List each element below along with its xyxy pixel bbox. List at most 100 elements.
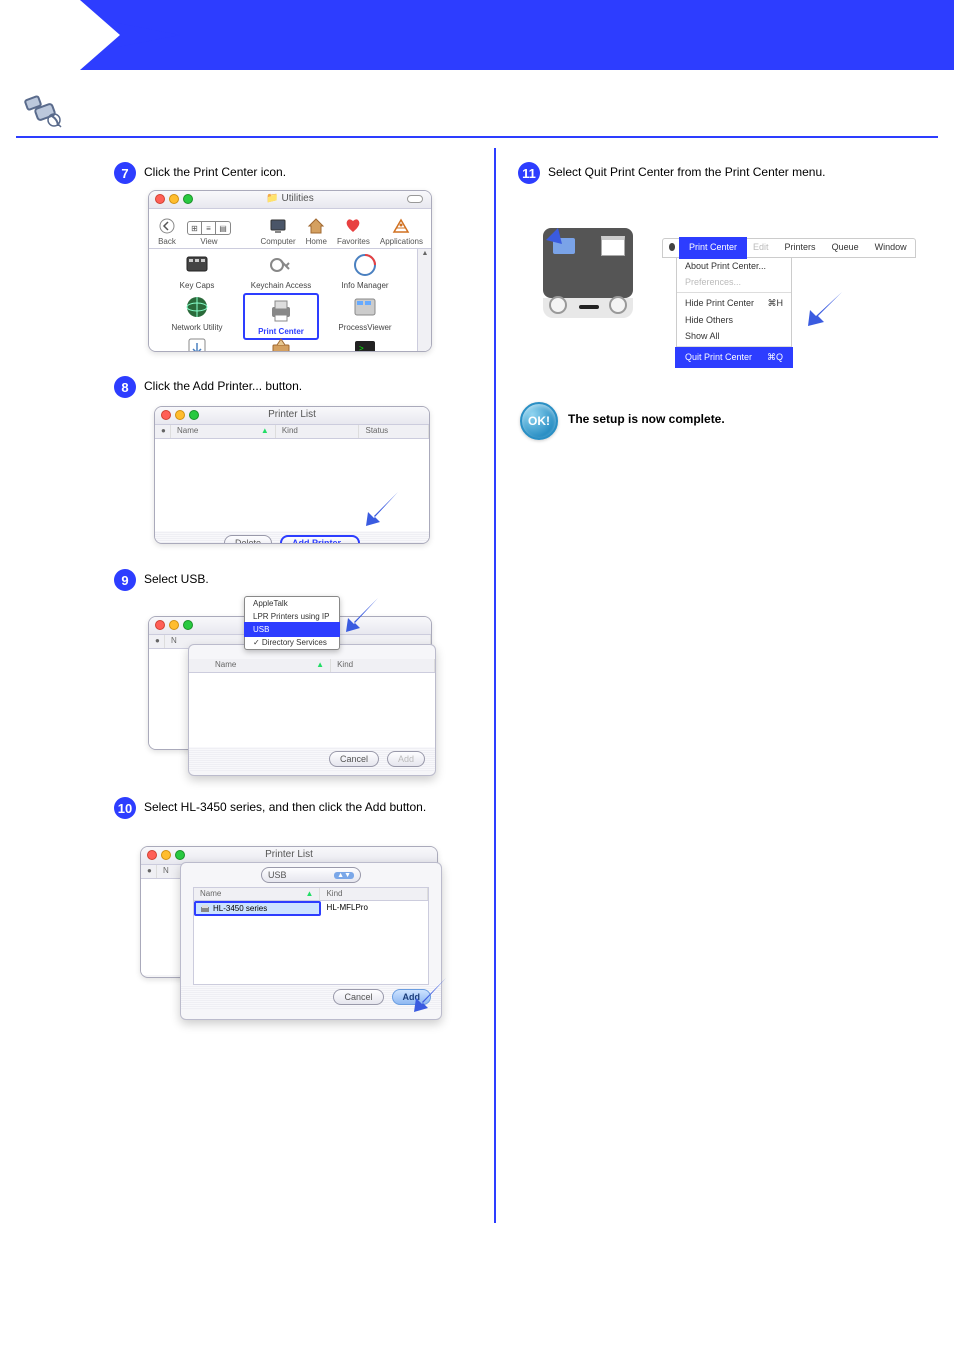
arrow-step11-right: [800, 284, 848, 332]
utilities-scrollbar[interactable]: ▲▼: [417, 249, 431, 352]
usb-popup[interactable]: USB ▲▼: [261, 867, 361, 883]
utilities-titlebar: 📁 Utilities: [149, 191, 431, 209]
step-10-text: Select HL-3450 series, and then click th…: [144, 800, 464, 816]
keycaps-label: Key Caps: [180, 281, 215, 290]
view-label: View: [200, 237, 217, 246]
delete-button[interactable]: Delete: [224, 535, 272, 544]
view-switcher[interactable]: ⊞≡▤ View: [187, 221, 231, 246]
menu-sep1: [677, 292, 791, 293]
about-item[interactable]: About Print Center...: [677, 258, 791, 274]
prefs-item: Preferences...: [677, 274, 791, 290]
step-9-badge: 9: [114, 569, 136, 591]
sheet9-col-name[interactable]: Name ▲: [189, 659, 331, 672]
pl8-titlebar: Printer List: [155, 407, 429, 425]
step-7-number: 7: [121, 166, 128, 181]
dropdown-appletalk[interactable]: AppleTalk: [245, 597, 339, 610]
sheet10-columns: Name ▲ Kind: [193, 887, 429, 901]
pl9-traffic[interactable]: [155, 620, 193, 630]
pl8-title: Printer List: [155, 409, 429, 420]
sheet10-col-name[interactable]: Name ▲: [194, 888, 320, 900]
sheet9-col-kind[interactable]: Kind: [331, 659, 435, 672]
connection-dropdown[interactable]: AppleTalk LPR Printers using IP USB ✓ Di…: [244, 596, 340, 650]
netutil-item[interactable]: Network Utility: [159, 293, 235, 332]
step-8-badge: 8: [114, 376, 136, 398]
hideothers-item[interactable]: Hide Others: [677, 312, 791, 328]
dropdown-dirsvc[interactable]: ✓ Directory Services: [245, 636, 339, 649]
arrow-step8: [360, 486, 404, 530]
arrow-step9: [340, 592, 384, 636]
add-sheet-10: USB ▲▼ Name ▲ Kind HL-3450 series HL-MFL…: [180, 862, 442, 1020]
svg-text:>_: >_: [359, 344, 369, 352]
sheet9-footer: Cancel Add: [189, 747, 435, 771]
favorites-button[interactable]: Favorites: [337, 217, 370, 246]
printer-row[interactable]: HL-3450 series HL-MFLPro: [194, 901, 428, 916]
step-10-badge: 10: [114, 797, 136, 819]
edit-menu[interactable]: Edit: [745, 239, 777, 257]
utilities-body: Key Caps Keychain Access Info Manager Ne…: [149, 249, 431, 352]
favorites-label: Favorites: [337, 237, 370, 246]
sheet9-body: [189, 673, 435, 747]
keychain-label: Keychain Access: [251, 281, 311, 290]
window-menu[interactable]: Window: [867, 239, 915, 257]
printer-name: HL-3450 series: [213, 904, 267, 913]
keychain-item[interactable]: Keychain Access: [243, 251, 319, 290]
step-10-number: 10: [118, 801, 132, 816]
applications-button[interactable]: Applications: [380, 217, 423, 246]
step-7-text: Click the Print Center icon.: [144, 165, 464, 181]
back-label: Back: [158, 237, 176, 246]
step-7-badge: 7: [114, 162, 136, 184]
sheet10-body: HL-3450 series HL-MFLPro: [193, 901, 429, 985]
printers-menu[interactable]: Printers: [777, 239, 824, 257]
stuffit-item[interactable]: Stuffit Expander: [243, 335, 319, 352]
info-label: Info Manager: [341, 281, 388, 290]
pl8-col-kind[interactable]: Kind: [276, 425, 360, 438]
hidepc-item[interactable]: Hide Print Center⌘H: [677, 295, 791, 312]
info-item[interactable]: Info Manager: [327, 251, 403, 290]
cancel-button-10[interactable]: Cancel: [333, 989, 383, 1005]
back-button[interactable]: Back: [157, 217, 177, 246]
arrow-step11-left: [520, 202, 568, 250]
pl10-title: Printer List: [141, 849, 437, 860]
showall-item[interactable]: Show All: [677, 328, 791, 344]
pl8-col-status[interactable]: Status: [359, 425, 429, 438]
ok-label: OK!: [528, 414, 550, 428]
utilities-title: 📁 Utilities: [149, 193, 431, 204]
printcenter-menu-container: Print Center Edit Printers Queue Window …: [662, 238, 916, 367]
terminal-item[interactable]: >_ Terminal: [327, 335, 403, 352]
quit-item[interactable]: Quit Print Center⌘Q: [675, 347, 793, 368]
menubar: Print Center Edit Printers Queue Window: [662, 238, 916, 258]
step-11-badge: 11: [518, 162, 540, 184]
keycaps-item[interactable]: Key Caps: [159, 251, 235, 290]
header-left-white: [0, 0, 80, 70]
pl8-col-name[interactable]: Name ▲: [171, 425, 276, 438]
step-8-text: Click the Add Printer... button.: [144, 379, 464, 395]
sheet10-popup-row: USB ▲▼: [181, 863, 441, 887]
utilities-window: 📁 Utilities Back ⊞≡▤ View Computer Home …: [148, 190, 432, 352]
toolbar-toggle[interactable]: [407, 195, 423, 203]
vertical-divider: [494, 148, 496, 1223]
cancel-button-9[interactable]: Cancel: [329, 751, 379, 767]
pl8-footer: Delete Add Printer...: [155, 531, 429, 544]
procview-label: ProcessViewer: [338, 323, 391, 332]
step-9-text: Select USB.: [144, 572, 464, 588]
printcenter-menu[interactable]: Print Center: [679, 237, 747, 259]
utilities-toolbar: Back ⊞≡▤ View Computer Home Favorites Ap…: [149, 209, 431, 249]
queue-menu[interactable]: Queue: [824, 239, 867, 257]
printcenter-item[interactable]: Print Center: [243, 293, 319, 340]
computer-button[interactable]: Computer: [260, 217, 295, 246]
printcenter-dropdown: About Print Center... Preferences... Hid…: [676, 258, 792, 367]
applications-label: Applications: [380, 237, 423, 246]
header-left-white-point: [80, 0, 120, 70]
ok-badge: OK!: [520, 402, 558, 440]
sheet10-footer: Cancel Add: [181, 985, 441, 1009]
step-11-number: 11: [522, 166, 536, 181]
add-printer-button[interactable]: Add Printer...: [280, 535, 360, 544]
sheet10-col-kind[interactable]: Kind: [320, 888, 428, 900]
sheet9-columns: Name ▲ Kind: [189, 659, 435, 673]
add-sheet-9: Name ▲ Kind Cancel Add: [188, 644, 436, 776]
setup-item[interactable]: SetupAssistant: [159, 335, 235, 352]
dropdown-usb[interactable]: USB: [244, 622, 340, 637]
computer-label: Computer: [260, 237, 295, 246]
procview-item[interactable]: ProcessViewer: [327, 293, 403, 332]
home-button[interactable]: Home: [306, 217, 327, 246]
